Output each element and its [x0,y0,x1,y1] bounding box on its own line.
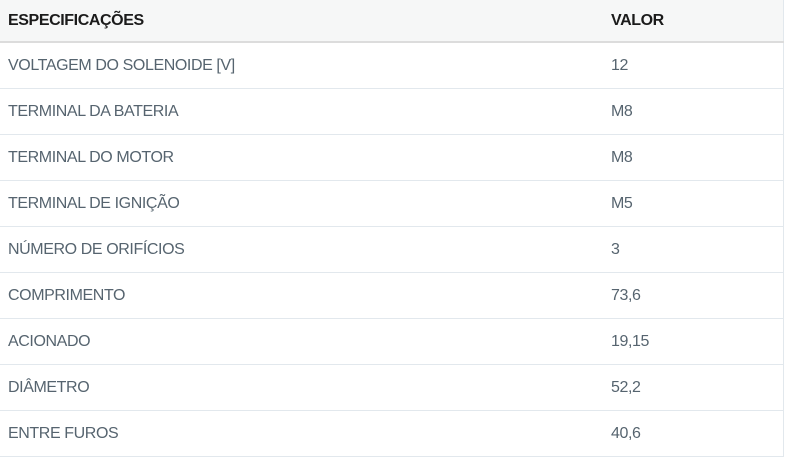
table-row: TERMINAL DO MOTOR M8 [0,134,783,181]
table-row: TERMINAL DE IGNIÇÃO M5 [0,180,783,227]
spec-value-cell: M5 [603,180,783,227]
spec-value-cell: 12 [603,42,783,89]
table-row: NÚMERO DE ORIFÍCIOS 3 [0,226,783,273]
spec-value-cell: 40,6 [603,410,783,457]
spec-name-cell: ENTRE FUROS [0,410,603,457]
spec-value-cell: 52,2 [603,364,783,411]
table-row: VOLTAGEM DO SOLENOIDE [V] 12 [0,42,783,89]
spec-value-cell: 73,6 [603,272,783,319]
spec-name-cell: VOLTAGEM DO SOLENOIDE [V] [0,42,603,89]
spec-column-header: ESPECIFICAÇÕES [0,0,603,43]
spec-name-cell: TERMINAL DE IGNIÇÃO [0,180,603,227]
value-column-header: VALOR [603,0,783,43]
table-row: ENTRE FUROS 40,6 [0,410,783,457]
table-row: DIÂMETRO 52,2 [0,364,783,411]
table-row: ACIONADO 19,15 [0,318,783,365]
spec-value-cell: 3 [603,226,783,273]
table-body: VOLTAGEM DO SOLENOIDE [V] 12 TERMINAL DA… [0,42,783,457]
spec-name-cell: NÚMERO DE ORIFÍCIOS [0,226,603,273]
spec-name-cell: COMPRIMENTO [0,272,603,319]
spec-name-cell: TERMINAL DA BATERIA [0,88,603,135]
table-row: COMPRIMENTO 73,6 [0,272,783,319]
table-header-row: ESPECIFICAÇÕES VALOR [0,0,783,43]
table-header: ESPECIFICAÇÕES VALOR [0,0,783,43]
spec-value-cell: M8 [603,134,783,181]
spec-value-cell: 19,15 [603,318,783,365]
spec-name-cell: TERMINAL DO MOTOR [0,134,603,181]
table-row: TERMINAL DA BATERIA M8 [0,88,783,135]
spec-name-cell: DIÂMETRO [0,364,603,411]
spec-name-cell: ACIONADO [0,318,603,365]
spec-value-cell: M8 [603,88,783,135]
